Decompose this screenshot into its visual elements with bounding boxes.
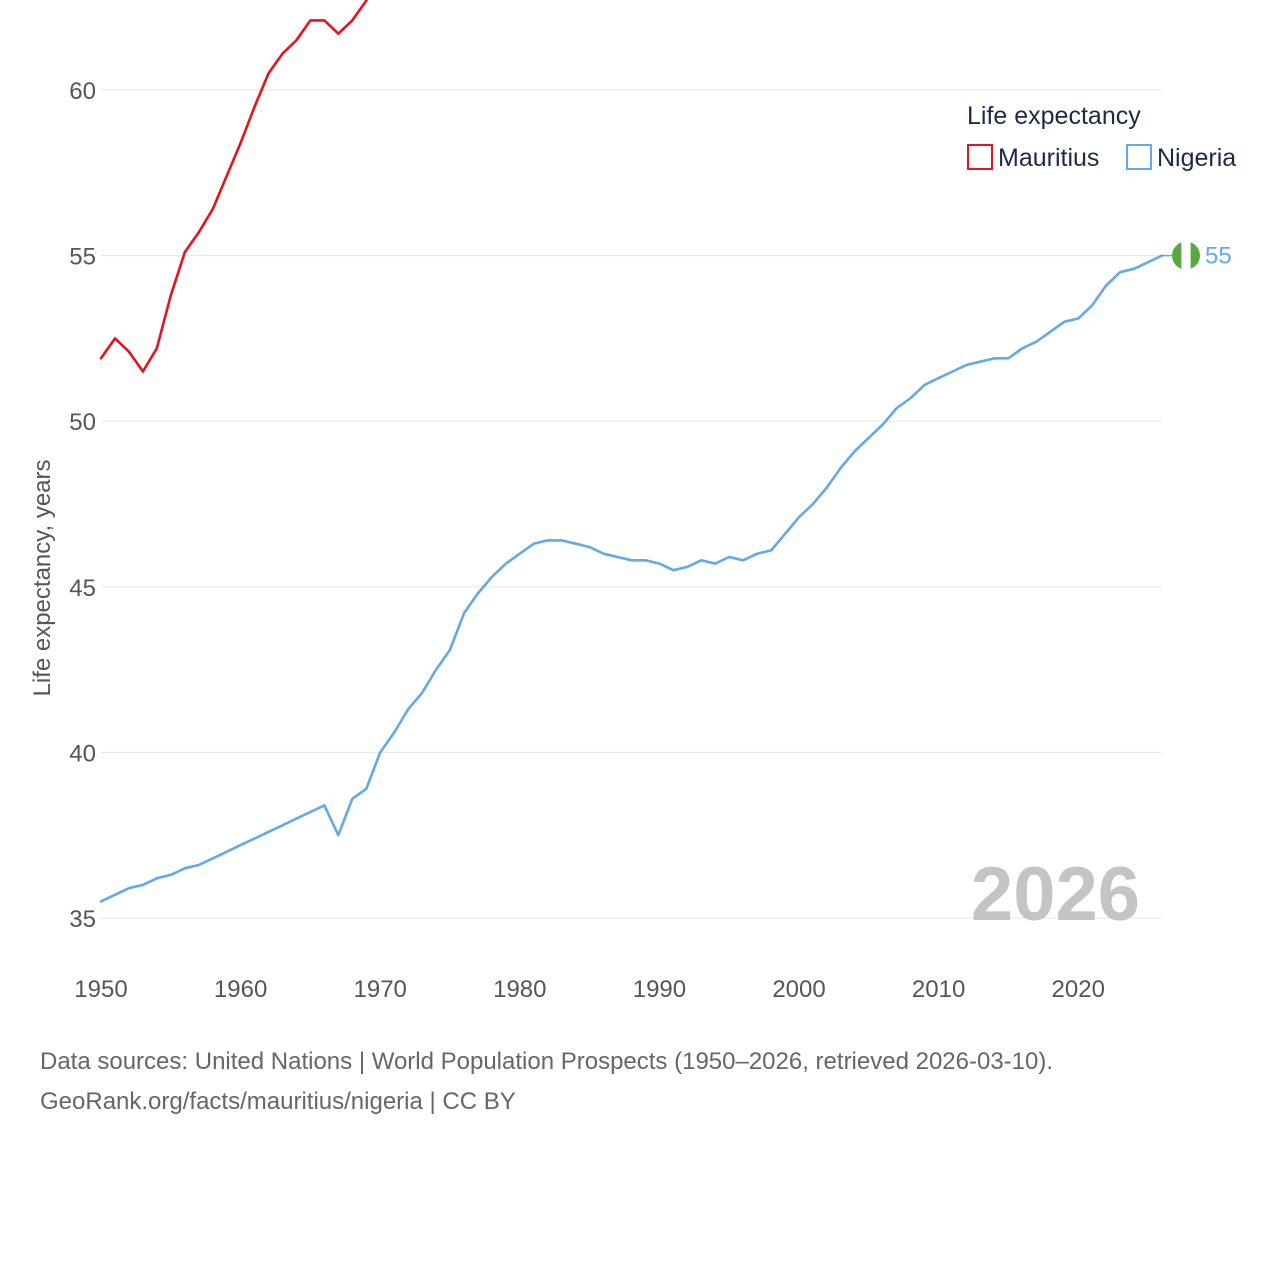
legend-label-mauritius: Mauritius xyxy=(998,144,1099,172)
y-tick-label: 60 xyxy=(69,78,96,105)
x-tick-label: 1990 xyxy=(633,976,686,1003)
legend-item-nigeria[interactable]: Nigeria xyxy=(1126,144,1236,172)
gridlines xyxy=(101,89,1162,919)
x-tick-label: 2010 xyxy=(912,976,965,1003)
x-tick-label: 1960 xyxy=(214,976,267,1003)
year-stamp: 2026 xyxy=(971,852,1140,937)
y-tick-label: 50 xyxy=(69,409,96,436)
source-footer: Data sources: United Nations | World Pop… xyxy=(40,1042,1053,1122)
y-tick-label: 55 xyxy=(69,244,96,271)
x-axis-ticks: 1950 1960 1970 1980 1990 2000 2010 2020 xyxy=(74,976,1105,1003)
x-tick-label: 1970 xyxy=(354,976,407,1003)
series-line-nigeria[interactable] xyxy=(99,254,1164,903)
series-lines xyxy=(99,0,1164,903)
series-endpoints: 75.455 xyxy=(1162,241,1232,270)
legend-swatch-mauritius xyxy=(967,144,993,170)
series-line-mauritius[interactable] xyxy=(99,0,1162,373)
y-tick-label: 45 xyxy=(69,575,96,602)
x-tick-label: 1980 xyxy=(493,976,546,1003)
source-line: Data sources: United Nations | World Pop… xyxy=(40,1048,1054,1075)
end-value-label-nigeria: 55 xyxy=(1205,243,1232,270)
x-tick-label: 2000 xyxy=(772,976,825,1003)
x-tick-label: 1950 xyxy=(74,976,127,1003)
y-axis-ticks: 354045505560657075 xyxy=(69,78,96,933)
attribution-line: GeoRank.org/facts/mauritius/nigeria | CC… xyxy=(40,1088,516,1115)
x-tick-label: 2020 xyxy=(1052,976,1105,1003)
nigeria-flag-icon xyxy=(1172,241,1200,270)
y-tick-label: 40 xyxy=(69,740,96,767)
legend-item-mauritius[interactable]: Mauritius xyxy=(967,144,1099,172)
y-axis-title: Life expectancy, years xyxy=(29,459,56,696)
legend-label-nigeria: Nigeria xyxy=(1157,144,1236,172)
legend: Life expectancy Mauritius Nigeria xyxy=(967,102,1236,172)
legend-swatch-nigeria xyxy=(1126,144,1152,170)
y-tick-label: 35 xyxy=(69,906,96,933)
legend-title: Life expectancy xyxy=(967,102,1141,130)
